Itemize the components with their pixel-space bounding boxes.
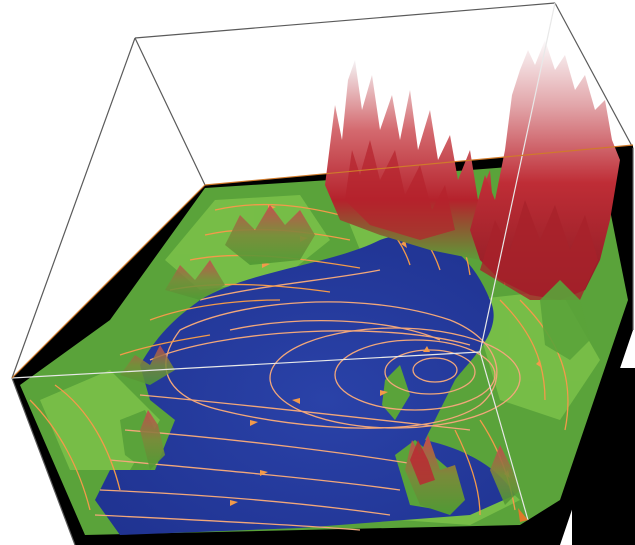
lower-peaks — [405, 435, 520, 515]
ridge-mounds — [120, 205, 315, 470]
central-peaks — [325, 60, 495, 260]
bounding-box-front — [11, 2, 634, 545]
axis-marker-icon — [518, 508, 528, 522]
bounding-box-back — [11, 2, 634, 379]
streamlines-water — [94, 269, 521, 531]
right-peaks — [470, 40, 620, 360]
